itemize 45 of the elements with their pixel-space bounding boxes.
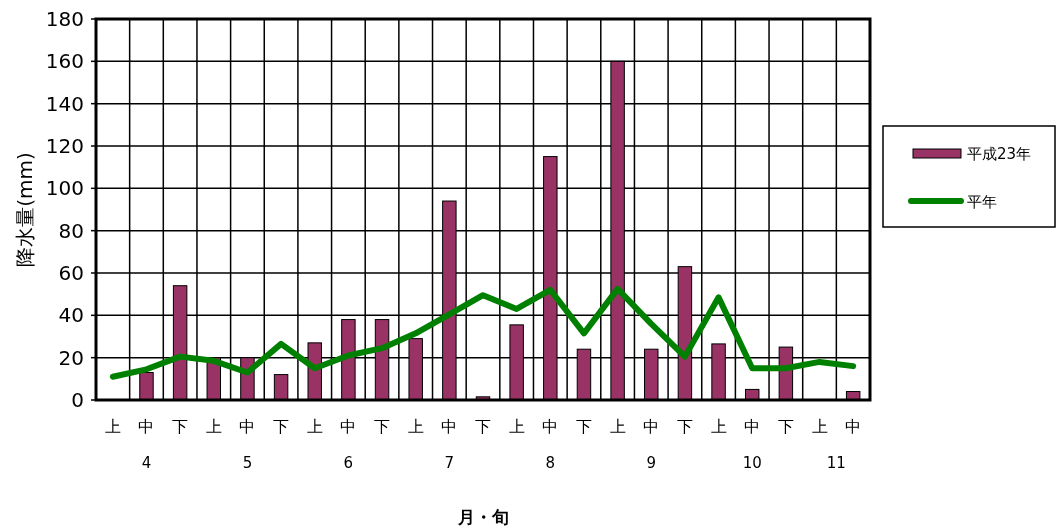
x-tick-label: 上 — [104, 417, 121, 436]
text: 7 — [444, 454, 455, 472]
x-tick-label: 上 — [710, 417, 727, 436]
x-tick-label: 上 — [306, 417, 323, 436]
y-tick-label: 0 — [71, 388, 84, 412]
y-tick-label: 20 — [58, 345, 84, 370]
x-tick-label: 中 — [542, 417, 559, 436]
y-tick-label: 60 — [58, 261, 84, 285]
x-tick-label: 中 — [441, 417, 458, 436]
x-tick-label: 中 — [138, 417, 155, 436]
y-axis-title: 降水量(mm) — [13, 152, 37, 267]
x-tick-label: 中 — [643, 417, 660, 436]
y-tick-label: 120 — [45, 134, 84, 158]
x-tick-label: 下 — [676, 417, 693, 436]
y-tick-label: 140 — [45, 91, 84, 116]
x-axis-title: 月・旬 — [456, 507, 509, 527]
legend-label: 平成23年 — [967, 145, 1032, 163]
x-tick-label: 上 — [508, 417, 525, 436]
x-tick-label: 中 — [340, 417, 357, 436]
text: 6 — [343, 454, 354, 472]
x-tick-label: 中 — [239, 417, 256, 436]
x-tick-label: 下 — [777, 417, 794, 436]
text: 11 — [826, 454, 846, 472]
x-tick-label: 下 — [374, 417, 391, 436]
x-tick-label: 中 — [845, 417, 862, 436]
legend-label: 平年 — [967, 193, 997, 211]
x-tick-label: 上 — [609, 417, 626, 436]
text: 10 — [742, 454, 762, 472]
y-tick-label: 40 — [58, 303, 84, 328]
y-tick-label: 180 — [45, 7, 84, 31]
x-tick-label: 下 — [273, 417, 290, 436]
y-tick-label: 100 — [45, 176, 84, 201]
text: 8 — [545, 454, 556, 472]
x-tick-label: 下 — [172, 417, 189, 436]
x-tick-label: 上 — [205, 417, 222, 436]
text: 4 — [141, 454, 152, 472]
x-tick-label: 下 — [475, 417, 491, 436]
text: 9 — [646, 454, 657, 472]
x-tick-label: 下 — [575, 417, 592, 436]
x-tick-label: 上 — [407, 417, 424, 436]
x-tick-label: 中 — [744, 417, 761, 436]
y-tick-label: 80 — [58, 218, 84, 243]
text: 5 — [242, 454, 253, 472]
y-tick-label: 160 — [45, 49, 84, 74]
x-tick-label: 上 — [811, 417, 828, 436]
